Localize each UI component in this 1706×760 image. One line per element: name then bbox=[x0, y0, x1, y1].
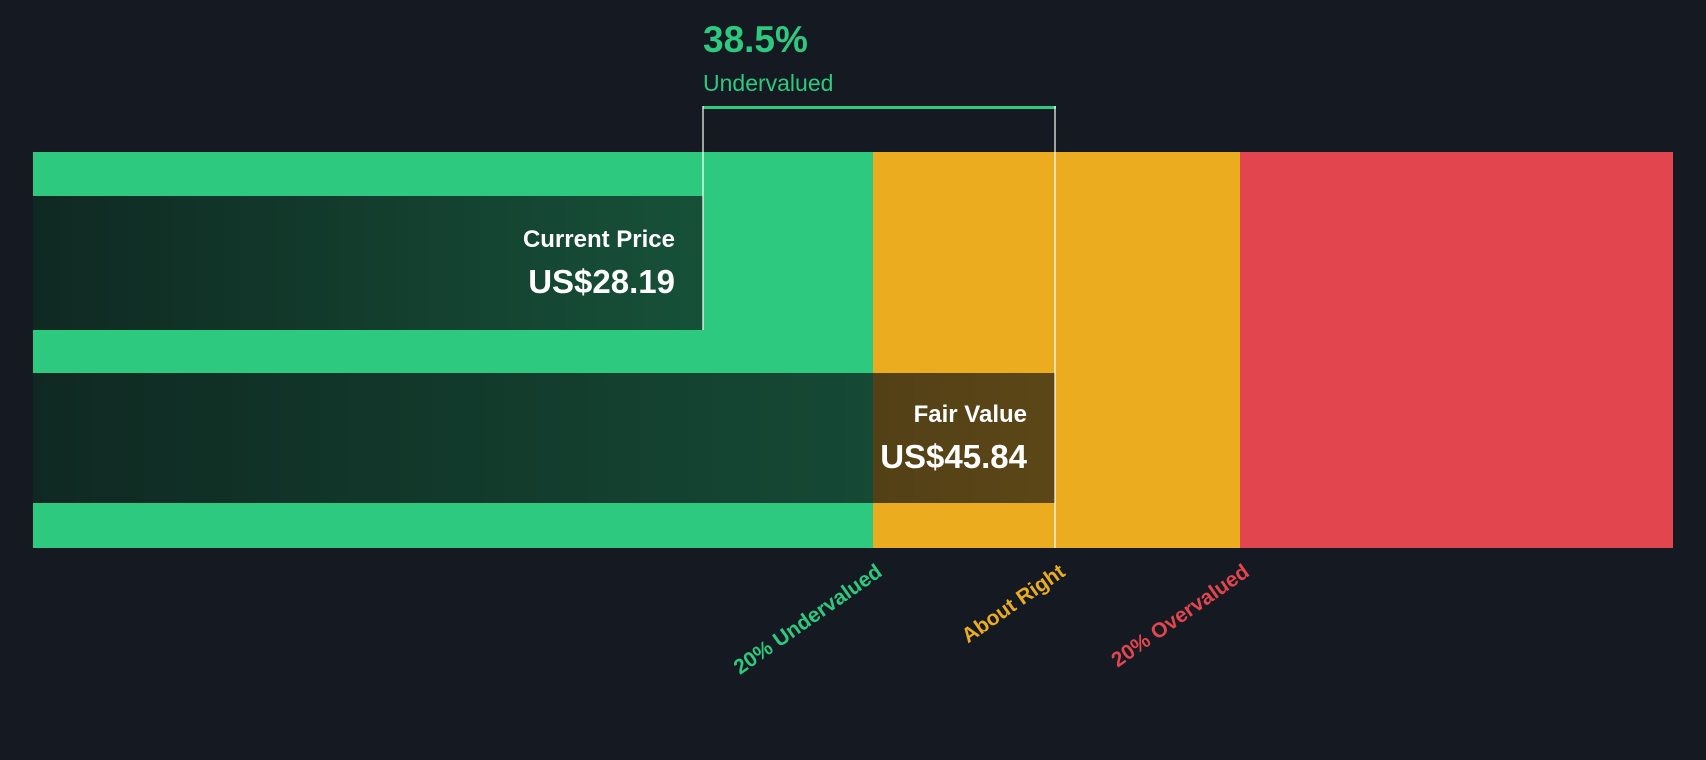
bracket-line bbox=[703, 106, 1056, 109]
current-price-box: Current Price US$28.19 bbox=[33, 196, 703, 330]
current-price-marker-line bbox=[702, 106, 704, 330]
fair-value-value: US$45.84 bbox=[880, 437, 1027, 475]
fair-value-box: Fair Value US$45.84 bbox=[33, 373, 1055, 503]
fair-value-label: Fair Value bbox=[913, 400, 1027, 428]
overvalued-zone bbox=[1240, 152, 1673, 548]
axis-label-20pct-undervalued: 20% Undervalued bbox=[729, 560, 887, 680]
fair-value-marker-line bbox=[1054, 106, 1056, 548]
gauge-bar: Current Price US$28.19 Fair Value US$45.… bbox=[33, 152, 1673, 548]
discount-percent: 38.5% bbox=[703, 19, 808, 60]
axis-label-20pct-overvalued: 20% Overvalued bbox=[1107, 560, 1254, 672]
current-price-label: Current Price bbox=[522, 225, 675, 253]
discount-annotation: 38.5% Undervalued bbox=[703, 19, 834, 97]
current-price-value: US$28.19 bbox=[528, 262, 675, 300]
discount-label: Undervalued bbox=[703, 69, 834, 96]
axis-label-about-right: About Right bbox=[957, 560, 1070, 648]
